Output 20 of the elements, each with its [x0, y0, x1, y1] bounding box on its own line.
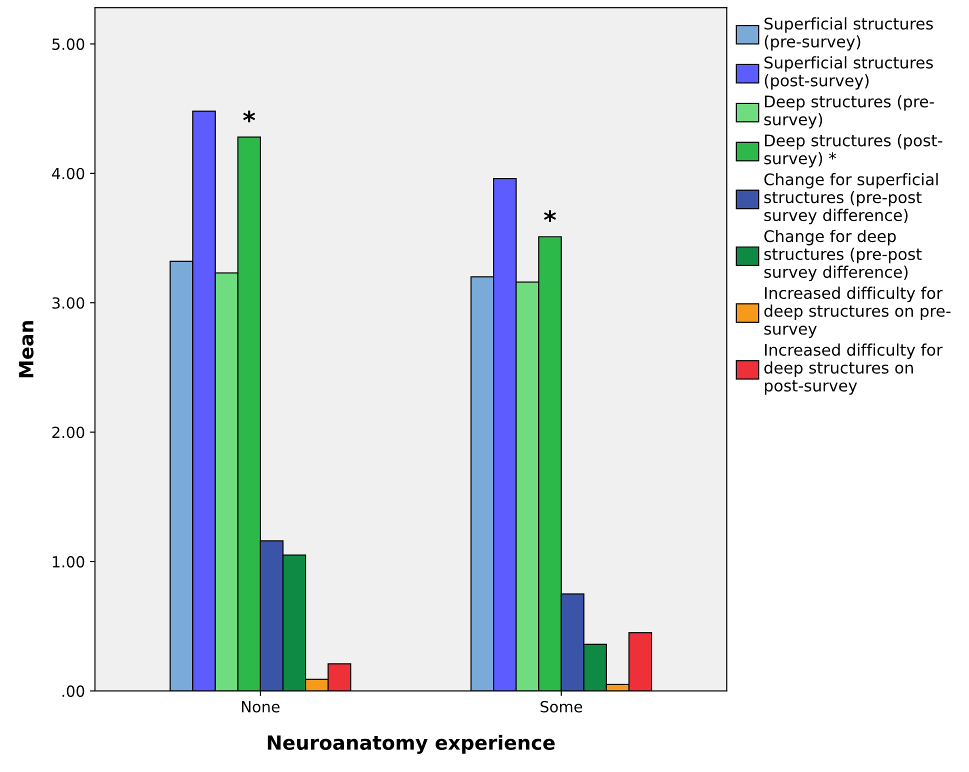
x-tick-label: Some: [540, 700, 582, 712]
legend-label: Superficial structures (post-survey): [764, 56, 933, 90]
y-tick-label: 4.00: [52, 168, 84, 180]
legend-label: Increased difficulty for deep structures on post-survey: [764, 343, 943, 395]
legend-label: Superficial structures (pre-survey): [764, 17, 933, 51]
annotation: *: [544, 210, 556, 222]
x-tick-label: None: [242, 701, 280, 712]
x-axis-title: Neuroanatomy experience: [268, 734, 555, 754]
y-tick-label: 1.00: [52, 556, 84, 568]
legend-label: Deep structures (post- survey) *: [764, 134, 942, 168]
legend-label: Change for superficial structures (pre-post survey difference): [764, 173, 938, 224]
legend-label: Change for deep structures (pre-post survey difference): [764, 230, 922, 282]
y-tick-label: 2.00: [52, 426, 84, 438]
y-tick-label: 5.00: [52, 38, 84, 50]
y-tick-label: .00: [62, 685, 84, 697]
y-tick-label: 3.00: [52, 297, 84, 309]
y-axis-title: Mean: [19, 321, 34, 378]
legend-label: Increased difficulty for deep structures on pre- survey: [764, 286, 950, 338]
legend-label: Deep structures (pre- survey): [764, 95, 934, 129]
annotation: *: [243, 110, 256, 122]
